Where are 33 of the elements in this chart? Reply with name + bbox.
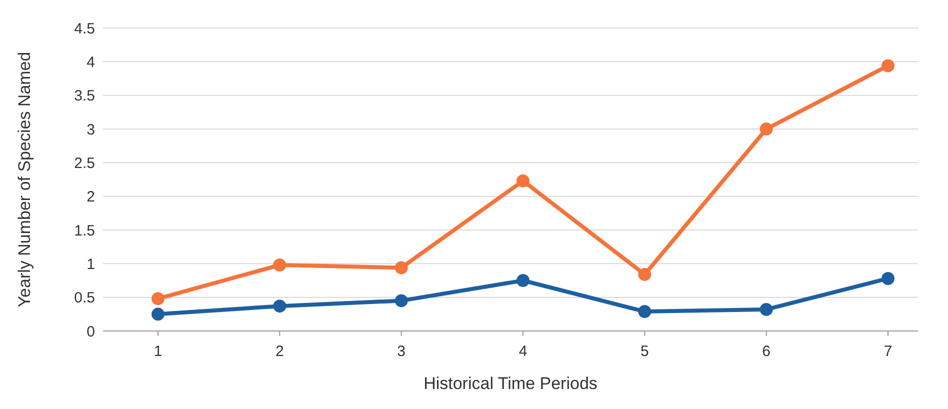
point: [760, 122, 773, 136]
x-tick-label: 2: [275, 343, 284, 360]
x-axis-title: Historical Time Periods: [424, 374, 598, 393]
y-axis-title: Yearly Number of Species Named: [15, 52, 34, 308]
point: [273, 258, 286, 272]
point: [273, 300, 286, 313]
point: [516, 274, 530, 287]
y-tick-label: 1: [86, 256, 95, 273]
point: [760, 302, 773, 316]
y-tick-label: 0.5: [74, 290, 95, 307]
point: [516, 174, 530, 188]
point: [394, 261, 408, 274]
x-tick-label: 1: [154, 343, 162, 360]
point: [394, 294, 408, 308]
y-tick-label: 2.5: [74, 154, 95, 172]
x-tick-label: 7: [884, 343, 892, 360]
x-tick-label: 4: [518, 343, 528, 360]
x-tick-label: 3: [397, 343, 406, 360]
point: [152, 292, 164, 306]
point: [638, 304, 652, 318]
y-tick-label: 2: [86, 188, 95, 206]
x-tick-label: 5: [640, 343, 649, 360]
point: [638, 268, 652, 281]
y-tick-label: 4: [86, 54, 95, 71]
y-tick-label: 3: [86, 121, 95, 138]
y-tick-label: 0: [86, 323, 95, 340]
x-tick-label: 6: [762, 343, 771, 360]
point: [882, 59, 894, 72]
y-tick-label: 3.5: [74, 88, 95, 105]
y-tick-label: 1.5: [74, 222, 95, 240]
y-tick-label: 4.5: [74, 20, 95, 38]
point: [882, 272, 894, 285]
point: [152, 308, 164, 321]
